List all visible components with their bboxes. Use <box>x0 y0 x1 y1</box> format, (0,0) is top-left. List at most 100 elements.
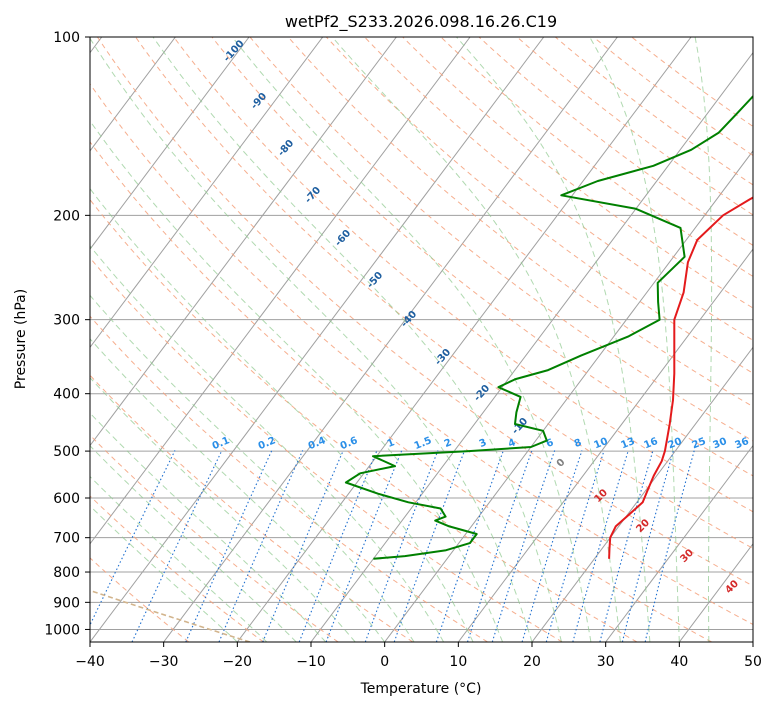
dewpoint-trace <box>344 94 753 560</box>
isotherm-line <box>163 37 618 642</box>
isotherm-line <box>90 37 176 152</box>
dry-adiabat <box>173 37 753 513</box>
x-tick-label: −30 <box>149 654 179 670</box>
x-tick-label: 20 <box>523 654 541 670</box>
y-tick-label: 100 <box>53 30 80 46</box>
mixing-ratio-line <box>435 450 504 642</box>
mixing-ratio-line <box>298 450 378 642</box>
isotherm-line <box>236 37 692 642</box>
background-lines <box>90 37 753 642</box>
dry-adiabat <box>90 198 638 642</box>
mixing-ratio-label: 4 <box>507 437 518 450</box>
x-tick-label: −10 <box>296 654 326 670</box>
y-tick-label: 300 <box>53 313 80 329</box>
mixing-ratio-line <box>262 450 344 642</box>
isotherm-line <box>384 150 753 642</box>
x-tick-label: 50 <box>744 654 762 670</box>
x-tick-label: 10 <box>449 654 467 670</box>
dry-adiabat <box>211 37 753 477</box>
dry-adiabat <box>364 37 753 341</box>
y-tick-label: 900 <box>53 595 80 611</box>
y-tick-label: 1000 <box>44 622 80 638</box>
moist-adiabat <box>331 37 621 642</box>
mixing-ratio-label: 6 <box>545 437 556 450</box>
dry-adiabat <box>287 37 753 408</box>
dry-adiabat <box>90 141 712 642</box>
isotherm-line <box>605 444 753 642</box>
y-tick-label: 500 <box>53 444 80 460</box>
mixing-ratio-line <box>90 450 176 627</box>
mixing-ratio-line <box>572 450 629 642</box>
mixing-ratio-label: 13 <box>620 436 637 451</box>
moist-adiabat <box>589 37 680 642</box>
dry-adiabat <box>593 37 753 157</box>
isotherm-line <box>90 37 397 447</box>
mixing-ratio-label: 20 <box>667 436 684 451</box>
dry-adiabat <box>90 83 753 625</box>
isotherm-line <box>310 51 753 642</box>
moist-adiabat <box>456 37 651 642</box>
plot-frame <box>89 36 754 643</box>
y-tick-label: 600 <box>53 491 80 507</box>
temperature-trace <box>608 196 753 559</box>
dry-adiabat <box>325 37 753 374</box>
sounding-traces <box>344 94 753 560</box>
dry-adiabat <box>96 37 753 587</box>
mixing-ratio-line <box>491 450 556 642</box>
mixing-ratio-line <box>185 450 273 642</box>
moist-adiabat <box>90 475 268 642</box>
mixing-ratio-line <box>218 450 304 642</box>
mixing-ratio-label: 36 <box>734 436 751 451</box>
mixing-ratio-label: 16 <box>643 436 660 451</box>
x-tick-label: 0 <box>380 654 389 670</box>
mixing-ratio-label: 3 <box>478 437 489 450</box>
y-axis-ticks: 100 200 300 400 500 600 700 800 900 1000 <box>44 30 90 638</box>
mixing-ratio-label: 25 <box>691 436 708 451</box>
mixing-ratio-label: 8 <box>573 437 584 450</box>
mixing-ratio-line <box>521 450 583 642</box>
isotherm-line <box>531 346 753 642</box>
mixing-ratio-label: 2 <box>443 437 454 450</box>
dry-adiabat <box>249 37 753 442</box>
moist-adiabat <box>152 37 562 642</box>
dry-adiabat <box>135 37 753 549</box>
moist-adiabat <box>90 445 297 642</box>
moist-adiabat <box>90 187 474 642</box>
y-axis-title: Pressure (hPa) <box>13 289 29 389</box>
mixing-ratio-line <box>545 450 605 642</box>
x-tick-label: −20 <box>223 654 253 670</box>
y-tick-label: 400 <box>53 387 80 403</box>
dry-adiabat <box>90 374 414 642</box>
mixing-ratio-label: 30 <box>712 436 729 451</box>
dry-adiabat <box>90 434 339 642</box>
isotherm-line <box>90 37 545 642</box>
isotherm-line <box>90 37 471 545</box>
isotherm-line <box>90 37 324 349</box>
isotherm-line <box>90 37 250 250</box>
mixing-ratio-label: 1 <box>386 437 397 450</box>
dry-adiabat <box>554 37 753 186</box>
mixing-ratio-line <box>599 450 654 642</box>
x-axis-ticks: −40 −30 −20 −10 0 10 20 30 40 50 <box>75 642 762 670</box>
moist-adiabat <box>694 37 713 642</box>
moist-adiabat <box>231 37 592 642</box>
mixing-ratio-line <box>466 450 533 642</box>
moist-adiabat <box>90 37 533 642</box>
dry-adiabat <box>516 37 753 216</box>
y-tick-label: 200 <box>53 208 80 224</box>
mixing-ratio-line <box>621 450 675 642</box>
dry-adiabat <box>402 37 753 309</box>
mixing-ratio-label: 10 <box>593 436 610 451</box>
mixing-ratio-line <box>131 450 223 642</box>
x-tick-label: 30 <box>597 654 615 670</box>
moist-adiabat <box>90 412 327 642</box>
x-tick-label: 40 <box>670 654 688 670</box>
moist-adiabat <box>90 505 238 642</box>
moist-adiabat <box>90 338 386 642</box>
y-tick-label: 800 <box>53 565 80 581</box>
moist-adiabat <box>90 120 503 642</box>
moist-adiabat <box>90 294 415 642</box>
x-axis-title: Temperature (°C) <box>360 681 482 697</box>
